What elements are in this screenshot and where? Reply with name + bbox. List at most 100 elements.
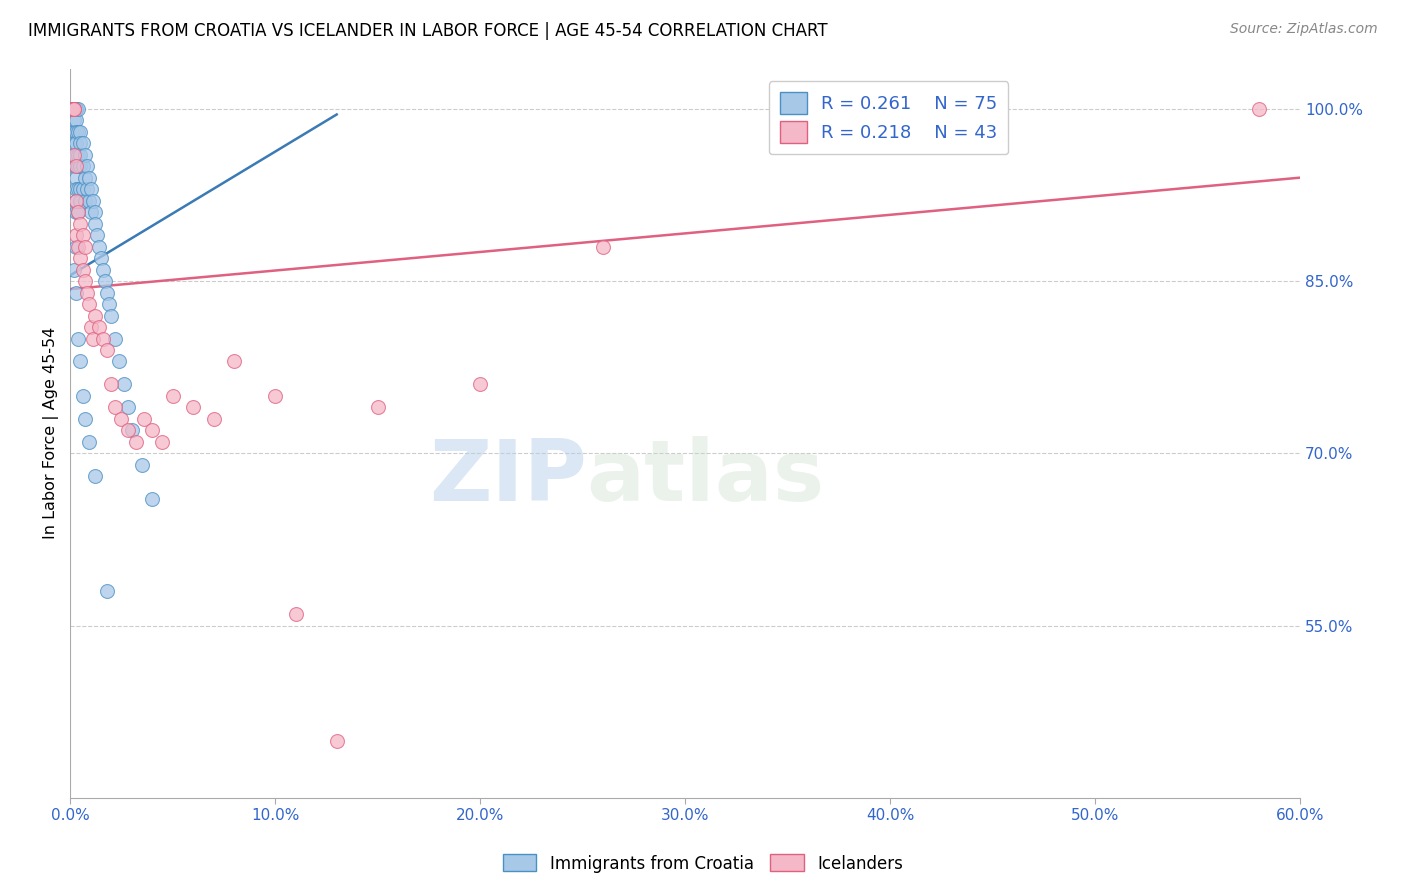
Point xyxy=(63,262,86,277)
Point xyxy=(152,434,174,449)
Point xyxy=(132,412,155,426)
Point xyxy=(73,194,96,208)
Point xyxy=(63,102,86,116)
Point xyxy=(76,159,98,173)
Point xyxy=(202,412,225,426)
Point xyxy=(67,205,90,219)
Point xyxy=(60,125,83,139)
Point xyxy=(117,424,139,438)
Point xyxy=(76,285,98,300)
Point xyxy=(110,412,132,426)
Point xyxy=(284,607,307,622)
Point xyxy=(73,412,96,426)
Point xyxy=(65,136,87,151)
Point xyxy=(69,147,91,161)
Point xyxy=(69,159,91,173)
Point xyxy=(72,182,94,196)
Point xyxy=(96,343,118,357)
Point xyxy=(367,401,389,415)
Point xyxy=(63,102,86,116)
Point xyxy=(73,170,96,185)
Point xyxy=(67,205,90,219)
Point xyxy=(592,239,614,253)
Point xyxy=(98,297,121,311)
Point xyxy=(65,125,87,139)
Point xyxy=(83,217,105,231)
Point xyxy=(63,136,86,151)
Point xyxy=(90,251,112,265)
Point xyxy=(77,297,100,311)
Point xyxy=(69,251,91,265)
Point xyxy=(80,320,103,334)
Point xyxy=(1247,102,1270,116)
Point xyxy=(87,239,110,253)
Point xyxy=(162,389,184,403)
Point xyxy=(73,239,96,253)
Point xyxy=(72,136,94,151)
Point xyxy=(100,309,122,323)
Point xyxy=(104,401,127,415)
Legend: Immigrants from Croatia, Icelanders: Immigrants from Croatia, Icelanders xyxy=(496,847,910,880)
Point xyxy=(80,182,103,196)
Point xyxy=(63,102,86,116)
Point xyxy=(96,584,118,599)
Text: atlas: atlas xyxy=(586,435,825,518)
Text: Source: ZipAtlas.com: Source: ZipAtlas.com xyxy=(1230,22,1378,37)
Text: IMMIGRANTS FROM CROATIA VS ICELANDER IN LABOR FORCE | AGE 45-54 CORRELATION CHAR: IMMIGRANTS FROM CROATIA VS ICELANDER IN … xyxy=(28,22,828,40)
Point xyxy=(69,136,91,151)
Point xyxy=(83,469,105,483)
Point xyxy=(67,159,90,173)
Point xyxy=(65,102,87,116)
Point xyxy=(63,113,86,128)
Point xyxy=(125,434,148,449)
Point xyxy=(77,434,100,449)
Point xyxy=(65,182,87,196)
Point xyxy=(65,113,87,128)
Point xyxy=(94,274,117,288)
Point xyxy=(82,331,104,345)
Point xyxy=(131,458,153,472)
Point xyxy=(470,377,492,392)
Point xyxy=(69,125,91,139)
Y-axis label: In Labor Force | Age 45-54: In Labor Force | Age 45-54 xyxy=(44,327,59,540)
Point xyxy=(73,147,96,161)
Point xyxy=(69,194,91,208)
Point xyxy=(77,170,100,185)
Point xyxy=(82,194,104,208)
Point xyxy=(65,194,87,208)
Point xyxy=(60,102,83,116)
Text: ZIP: ZIP xyxy=(429,435,586,518)
Point xyxy=(60,102,83,116)
Point xyxy=(60,102,83,116)
Point xyxy=(72,262,94,277)
Point xyxy=(104,331,127,345)
Point xyxy=(63,147,86,161)
Point xyxy=(86,228,108,243)
Point xyxy=(63,159,86,173)
Point xyxy=(91,262,114,277)
Point xyxy=(96,285,118,300)
Point xyxy=(224,354,246,368)
Point xyxy=(65,239,87,253)
Point xyxy=(65,147,87,161)
Point xyxy=(264,389,287,403)
Point xyxy=(141,424,163,438)
Point xyxy=(67,331,90,345)
Point xyxy=(65,159,87,173)
Point xyxy=(63,125,86,139)
Point xyxy=(121,424,143,438)
Point xyxy=(141,492,163,507)
Point xyxy=(76,182,98,196)
Point xyxy=(65,285,87,300)
Point xyxy=(77,194,100,208)
Legend: R = 0.261    N = 75, R = 0.218    N = 43: R = 0.261 N = 75, R = 0.218 N = 43 xyxy=(769,81,1008,154)
Point xyxy=(108,354,131,368)
Point xyxy=(65,159,87,173)
Point xyxy=(87,320,110,334)
Point xyxy=(60,102,83,116)
Point xyxy=(65,194,87,208)
Point xyxy=(67,147,90,161)
Point xyxy=(72,228,94,243)
Point xyxy=(72,389,94,403)
Point xyxy=(63,102,86,116)
